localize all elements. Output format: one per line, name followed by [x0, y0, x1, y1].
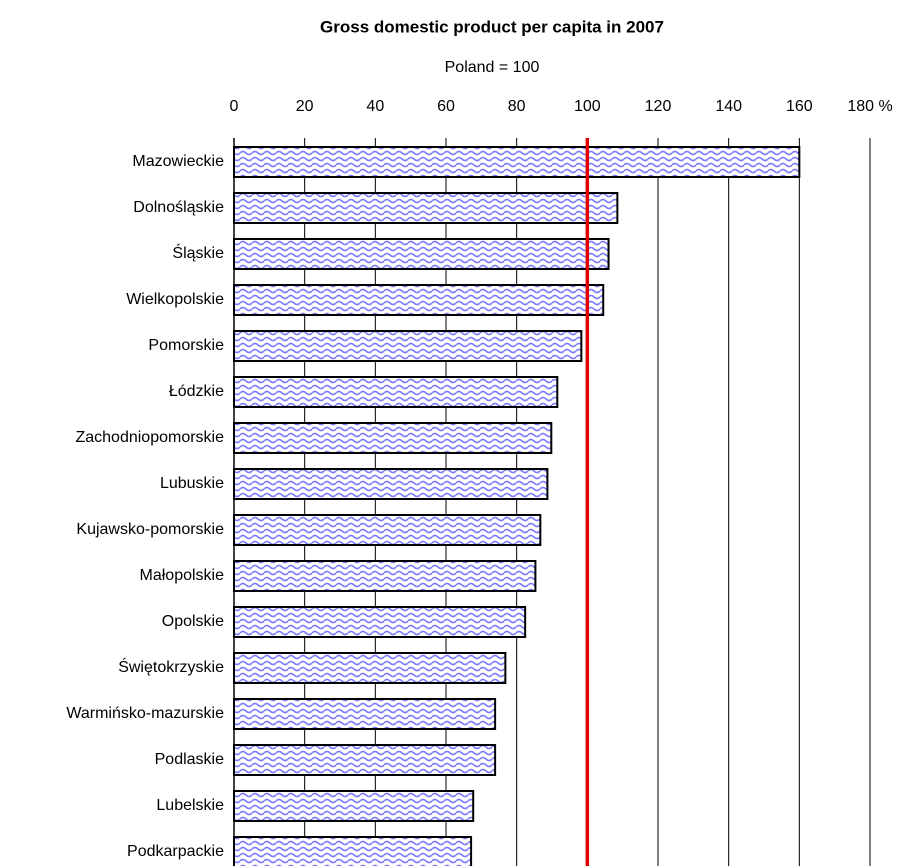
x-tick-label: 80: [508, 98, 526, 115]
y-tick-label: Małopolskie: [140, 567, 225, 584]
y-tick-label: Dolnośląskie: [133, 199, 224, 216]
y-tick-label: Podkarpackie: [127, 843, 224, 860]
y-tick-label: Świętokrzyskie: [118, 657, 224, 676]
x-tick-label: 140: [715, 98, 742, 115]
bar: [233, 468, 549, 500]
bar: [233, 606, 527, 638]
bar: [233, 146, 801, 178]
chart-title: Gross domestic product per capita in 200…: [320, 17, 664, 36]
x-tick-label: 180 %: [847, 98, 892, 115]
x-tick-label: 20: [296, 98, 314, 115]
x-tick-label: 60: [437, 98, 455, 115]
bar: [233, 698, 497, 730]
bar: [233, 330, 583, 362]
y-tick-label: Mazowieckie: [132, 153, 224, 170]
y-tick-label: Łódzkie: [169, 383, 224, 400]
bar: [233, 836, 473, 866]
bar: [233, 560, 537, 592]
y-tick-label: Lubelskie: [156, 797, 224, 814]
x-tick-label: 120: [645, 98, 672, 115]
y-tick-label: Pomorskie: [148, 337, 224, 354]
y-tick-label: Warmińsko-mazurskie: [66, 705, 224, 722]
x-tick-label: 0: [230, 98, 239, 115]
bar: [233, 422, 553, 454]
bar: [233, 192, 619, 224]
y-tick-label: Zachodniopomorskie: [75, 429, 224, 446]
y-tick-label: Śląskie: [172, 243, 224, 262]
bar: [233, 514, 542, 546]
bar: [233, 744, 497, 776]
y-tick-label: Lubuskie: [160, 475, 224, 492]
bar: [233, 238, 610, 270]
x-tick-label: 160: [786, 98, 813, 115]
y-tick-label: Podlaskie: [155, 751, 224, 768]
chart-subtitle: Poland = 100: [445, 59, 540, 76]
y-tick-label: Kujawsko-pomorskie: [76, 521, 224, 538]
bar: [233, 284, 605, 316]
y-tick-label: Opolskie: [162, 613, 224, 630]
x-tick-label: 100: [574, 98, 601, 115]
bar: [233, 652, 507, 684]
bar: [233, 376, 559, 408]
bar: [233, 790, 475, 822]
y-tick-label: Wielkopolskie: [126, 291, 224, 308]
x-tick-label: 40: [366, 98, 384, 115]
